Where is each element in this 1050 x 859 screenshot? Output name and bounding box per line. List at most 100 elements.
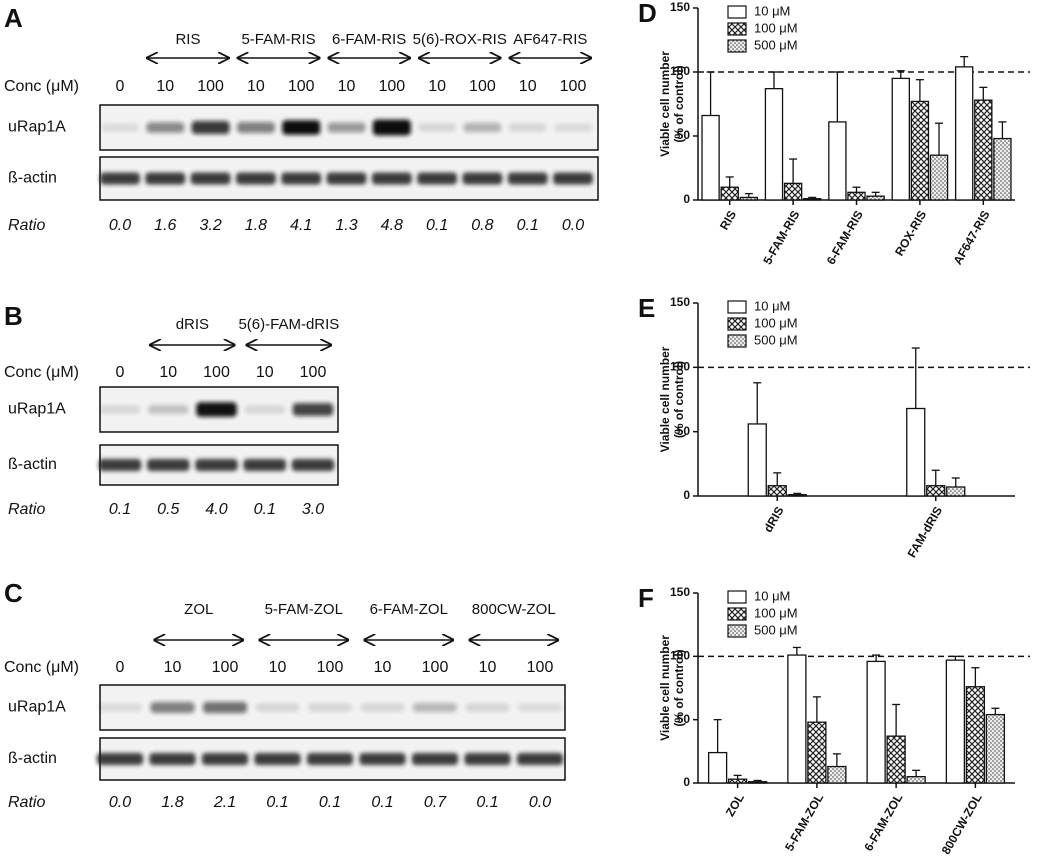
conc-value: 100 <box>469 78 496 95</box>
legend-label: 10 μM <box>754 588 790 603</box>
group-label: 5-FAM-ZOL <box>265 601 343 618</box>
y-tick-label: 100 <box>670 649 690 663</box>
conc-value: 100 <box>288 78 315 95</box>
ratio-value: 2.1 <box>213 794 236 811</box>
ratio-value: 0.1 <box>426 217 448 234</box>
x-tick-label: ROX-RIS <box>892 208 929 258</box>
blot-band <box>516 753 564 765</box>
blot-band <box>291 459 335 471</box>
legend-swatch <box>727 300 747 314</box>
conc-value: 10 <box>374 659 392 676</box>
group-label: RIS <box>175 31 200 48</box>
conc-value: 100 <box>203 364 230 381</box>
y-tick-label: 150 <box>670 0 690 14</box>
y-axis-label: Viable cell number <box>658 346 672 452</box>
y-axis-label: (% of control) <box>672 649 686 726</box>
blot-band <box>149 753 196 765</box>
blot-band <box>195 459 238 471</box>
x-tick-label: 800CW-ZOL <box>939 791 985 857</box>
conc-value: 10 <box>247 78 265 95</box>
bar <box>866 195 885 201</box>
blot-band <box>282 120 321 135</box>
group-label: 6-FAM-RIS <box>332 31 406 48</box>
y-tick-label: 50 <box>677 424 691 438</box>
bar <box>803 198 822 201</box>
blot-band <box>255 703 300 712</box>
ratio-value: 1.3 <box>335 217 357 234</box>
ratio-value: 1.8 <box>161 794 183 811</box>
row-label: uRap1A <box>8 699 66 716</box>
ratio-value: 0.0 <box>529 794 551 811</box>
blot-band <box>281 172 322 185</box>
bar <box>929 154 949 201</box>
ratio-value: 0.5 <box>157 501 179 518</box>
ratio-value: 0.0 <box>562 217 584 234</box>
panel-label: F <box>638 583 654 613</box>
blot-band <box>191 120 230 135</box>
legend-label: 500 μM <box>754 332 798 347</box>
conc-value: 100 <box>422 659 449 676</box>
blot-band <box>465 703 510 712</box>
bar <box>707 751 728 784</box>
blot-band <box>412 702 458 713</box>
conc-value: 100 <box>378 78 405 95</box>
legend-swatch <box>727 39 747 53</box>
group-label: dRIS <box>176 316 209 333</box>
blot-band <box>517 703 563 712</box>
blot-band <box>463 122 502 133</box>
legend-label: 100 μM <box>754 315 798 330</box>
bar <box>993 137 1012 201</box>
conc-value: 10 <box>479 659 497 676</box>
bar <box>701 114 720 201</box>
conc-value: 10 <box>519 78 537 95</box>
blot-band <box>235 172 276 185</box>
blot-band <box>147 459 190 471</box>
bar <box>807 721 827 784</box>
blot-band <box>190 172 231 185</box>
x-tick-label: dRIS <box>761 504 787 535</box>
legend-swatch <box>727 317 747 331</box>
y-tick-label: 0 <box>683 775 690 789</box>
legend-label: 10 μM <box>754 3 790 18</box>
bar <box>910 100 930 201</box>
blot-band <box>464 753 511 765</box>
ratio-label: Ratio <box>8 217 45 234</box>
bar <box>946 486 966 497</box>
blot-band <box>292 403 334 416</box>
panel-label: B <box>4 301 23 331</box>
bar <box>747 423 767 497</box>
blot-band <box>147 405 189 414</box>
bar <box>945 659 966 784</box>
y-axis-label: (% of control) <box>672 361 686 438</box>
y-tick-label: 150 <box>670 295 690 309</box>
panel-label: A <box>4 3 23 33</box>
ratio-value: 0.1 <box>371 794 393 811</box>
bar <box>787 654 807 784</box>
ratio-value: 1.8 <box>245 217 267 234</box>
blot-band <box>360 703 405 712</box>
blot-band <box>553 123 593 132</box>
bar <box>985 713 1006 784</box>
legend-swatch <box>727 5 747 19</box>
ratio-value: 0.8 <box>471 217 493 234</box>
bar <box>906 776 926 784</box>
bar <box>866 660 886 784</box>
blot-band <box>411 753 459 765</box>
bar <box>739 196 759 201</box>
bar <box>720 186 739 201</box>
x-tick-label: AF647-RIS <box>951 208 993 267</box>
x-tick-label: 5-FAM-ZOL <box>782 791 826 853</box>
blot-band <box>146 122 185 133</box>
blot-band <box>243 459 286 471</box>
conc-value: 100 <box>527 659 554 676</box>
y-axis-label: Viable cell number <box>658 51 672 157</box>
bar <box>783 182 803 201</box>
y-tick-label: 100 <box>670 64 690 78</box>
group-label: AF647-RIS <box>513 31 587 48</box>
conc-label: Conc (μM) <box>4 659 79 676</box>
ratio-value: 3.0 <box>302 501 324 518</box>
legend-swatch <box>727 624 747 638</box>
group-label: 800CW-ZOL <box>472 601 556 618</box>
conc-value: 10 <box>338 78 356 95</box>
bar <box>965 686 986 784</box>
